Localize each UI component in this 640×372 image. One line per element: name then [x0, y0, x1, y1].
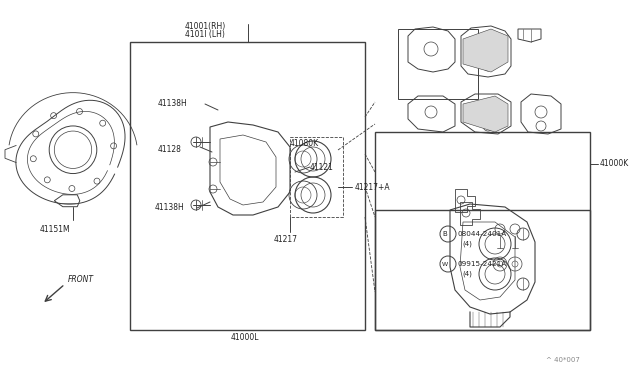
Text: 41217+A: 41217+A — [355, 183, 390, 192]
Polygon shape — [463, 29, 508, 72]
Bar — [130, 42, 365, 330]
Text: 41000K: 41000K — [600, 160, 629, 169]
Text: 41138H: 41138H — [155, 203, 185, 212]
Text: 41217: 41217 — [274, 234, 298, 244]
Text: 41000L: 41000L — [231, 333, 259, 341]
Bar — [375, 132, 590, 330]
Text: 41128: 41128 — [158, 145, 182, 154]
Text: (4): (4) — [462, 241, 472, 247]
Text: 41151M: 41151M — [40, 224, 70, 234]
Text: ^ 40*007: ^ 40*007 — [546, 357, 580, 363]
Text: 41080K: 41080K — [290, 140, 319, 148]
Text: (4): (4) — [462, 271, 472, 277]
Text: FRONT: FRONT — [68, 276, 94, 285]
Bar — [398, 29, 478, 99]
Text: 41121: 41121 — [310, 163, 334, 171]
Text: 09915-2421A: 09915-2421A — [458, 261, 508, 267]
Text: W: W — [442, 262, 448, 266]
Text: 41138H: 41138H — [158, 99, 188, 109]
Bar — [375, 210, 590, 330]
Text: 4101I (LH): 4101I (LH) — [185, 31, 225, 39]
Polygon shape — [463, 96, 508, 132]
Text: 41001(RH): 41001(RH) — [185, 22, 227, 32]
Text: 08044-2401A: 08044-2401A — [458, 231, 508, 237]
Text: B: B — [443, 231, 447, 237]
